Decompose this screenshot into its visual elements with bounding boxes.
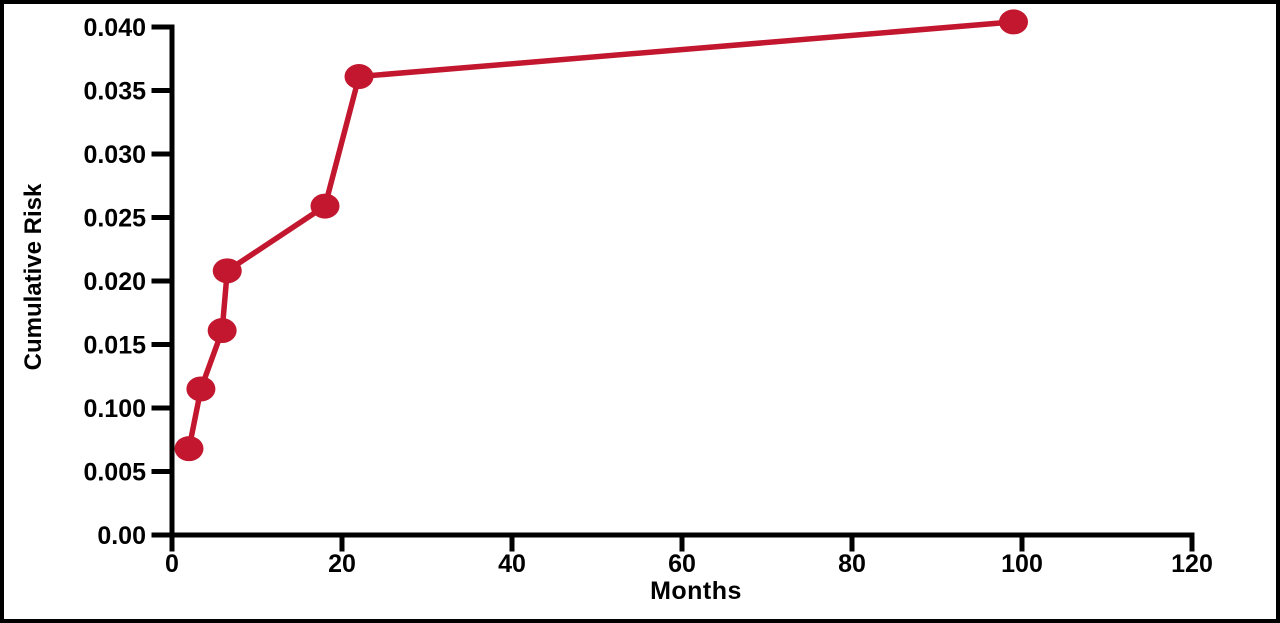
y-tick-label: 0.005 xyxy=(83,459,146,487)
data-point-marker xyxy=(207,318,237,344)
data-point-marker xyxy=(186,376,216,402)
y-tick-label: 0.020 xyxy=(83,268,146,296)
x-tick-label: 40 xyxy=(498,550,526,578)
x-tick-label: 20 xyxy=(328,550,356,578)
data-point-marker xyxy=(310,193,340,219)
y-tick-label: 0.035 xyxy=(83,78,146,106)
x-tick-label: 60 xyxy=(668,550,696,578)
y-tick-label: 0.030 xyxy=(83,141,146,169)
y-tick-label: 0.00 xyxy=(97,522,146,550)
x-tick-label: 80 xyxy=(838,550,866,578)
y-axis-title: Cumulative Risk xyxy=(20,183,47,371)
data-point-marker xyxy=(999,9,1028,35)
x-axis-title: Months xyxy=(650,577,742,605)
data-point-marker xyxy=(212,258,242,284)
x-tick-label: 0 xyxy=(165,550,179,578)
y-tick-label: 0.025 xyxy=(83,205,146,233)
x-tick-label: 120 xyxy=(1171,550,1213,578)
x-tick-label: 100 xyxy=(1001,550,1043,578)
series-line xyxy=(186,19,1017,452)
line-chart: 0.00 0.005 0.100 0.015 0.020 0.025 0.030 0.035 0… xyxy=(83,9,1213,578)
y-tick-label: 0.015 xyxy=(83,332,146,360)
y-tick-label: 0.100 xyxy=(83,395,146,423)
data-point-marker xyxy=(344,64,374,90)
y-tick-label: 0.040 xyxy=(83,14,146,42)
data-point-marker xyxy=(174,436,204,462)
